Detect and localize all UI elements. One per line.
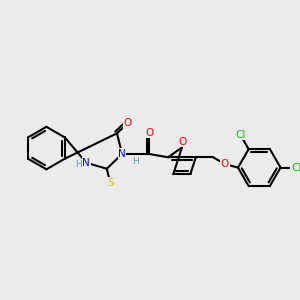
Text: O: O	[123, 118, 132, 128]
Text: H: H	[75, 160, 82, 169]
Text: Cl: Cl	[292, 163, 300, 172]
Text: Cl: Cl	[235, 130, 246, 140]
Text: H: H	[132, 157, 139, 166]
Text: O: O	[178, 136, 186, 146]
Text: N: N	[82, 158, 90, 168]
Text: O: O	[145, 128, 153, 138]
Text: O: O	[221, 159, 229, 169]
Text: S: S	[107, 178, 114, 188]
Text: N: N	[118, 149, 126, 159]
